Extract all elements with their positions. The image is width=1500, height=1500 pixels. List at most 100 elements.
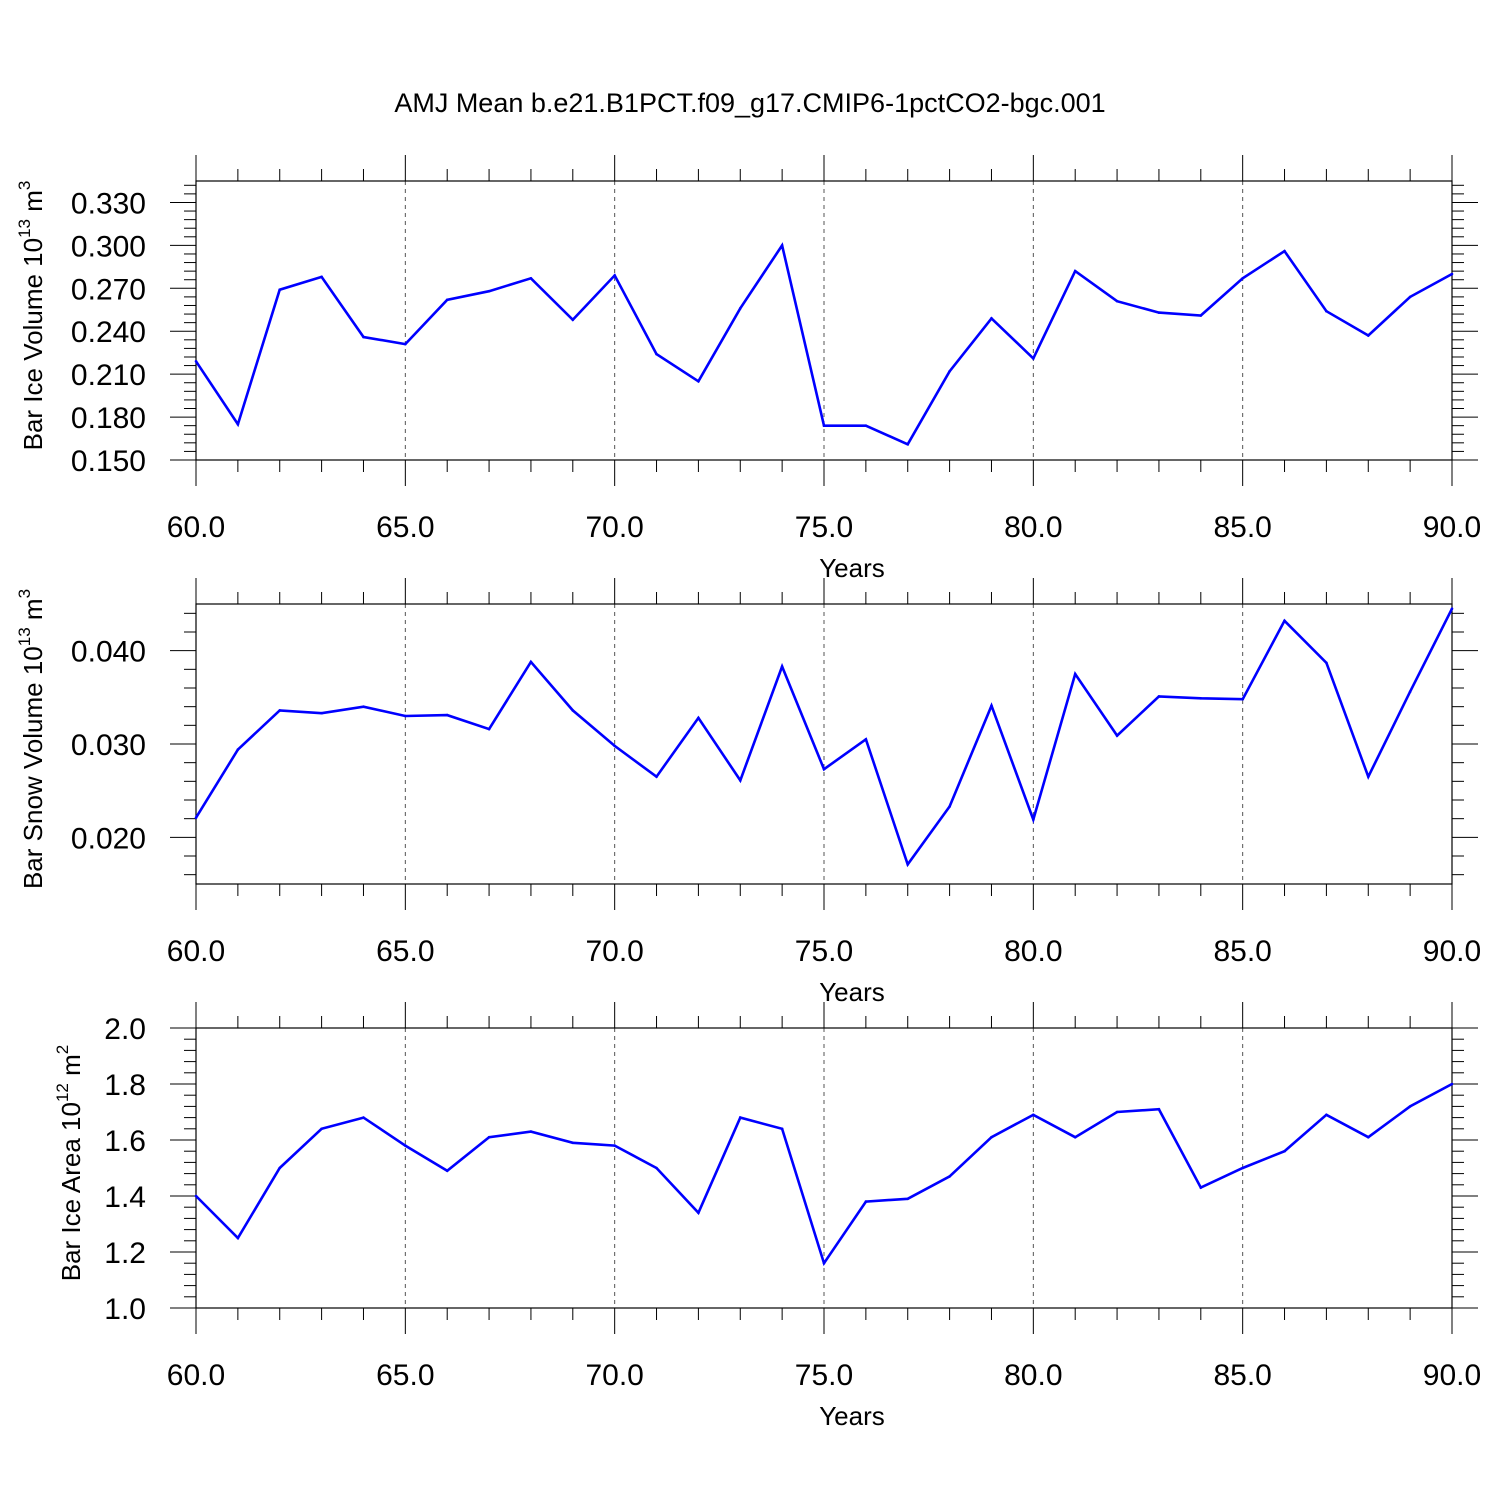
data-point [571,1141,575,1145]
data-point [822,1261,826,1265]
data-point [822,767,826,771]
data-point [864,424,868,427]
x-tick-label: 75.0 [795,511,853,544]
data-point [278,709,282,712]
data-point [1325,309,1328,313]
data-point [1157,1107,1161,1111]
data-point [236,422,240,426]
data-point [1408,295,1412,299]
x-tick-label: 70.0 [585,935,643,968]
data-point [697,380,700,383]
y-tick-label: 0.150 [71,445,146,478]
y-axis-label: Bar Snow Volume 1013 m3 [15,589,48,889]
y-tick-label: 0.270 [71,273,146,306]
y-tick-label: 0.180 [71,402,146,435]
data-point [1408,690,1412,694]
data-point [487,727,491,731]
page-title: AMJ Mean b.e21.B1PCT.f09_g17.CMIP6-1pctC… [394,88,1106,118]
data-point [906,442,910,446]
data-point [445,1169,449,1173]
data-point [571,709,575,712]
data-point [1073,672,1077,676]
data-point [1073,269,1077,273]
data-point [948,1175,951,1178]
data-point [613,1144,616,1147]
data-point [738,1116,742,1119]
x-tick-label: 65.0 [376,935,434,968]
x-axis-label: Years [819,1401,885,1431]
y-tick-label: 0.330 [71,187,146,220]
data-point [1450,607,1454,610]
data-point [1199,696,1203,700]
data-point [1032,1113,1035,1117]
y-tick-label: 2.0 [104,1013,146,1046]
x-axis-label: Years [819,977,885,1007]
y-tick-label: 1.4 [104,1181,146,1214]
data-point [320,1127,323,1131]
data-point [362,335,365,339]
data-point [278,288,282,292]
x-axis-label: Years [819,553,885,583]
x-tick-label: 80.0 [1004,511,1062,544]
x-tick-label: 80.0 [1004,1359,1062,1392]
data-point [1241,276,1244,280]
x-tick-label: 75.0 [795,935,853,968]
data-point [1032,818,1035,821]
data-point [1157,695,1161,698]
data-point [864,1200,868,1203]
data-point [1199,1186,1203,1189]
data-point [362,1116,365,1119]
data-point [1241,697,1244,701]
data-point [487,289,491,293]
x-tick-label: 90.0 [1423,935,1481,968]
data-point [780,1127,784,1131]
data-point [1073,1135,1077,1139]
x-tick-label: 80.0 [1004,935,1062,968]
x-tick-label: 70.0 [585,1359,643,1392]
data-point [529,660,533,664]
x-tick-label: 60.0 [167,935,225,968]
data-point [1283,1149,1286,1153]
y-tick-label: 0.020 [71,822,146,855]
y-axis-label: Bar Ice Volume 1013 m3 [15,181,48,451]
data-point [236,748,240,751]
data-point [236,1236,240,1240]
data-point [990,1135,993,1139]
data-point [948,369,951,373]
data-point [1032,357,1035,360]
data-point [990,317,993,320]
data-point [1115,299,1119,303]
data-point [1366,1135,1370,1139]
x-tick-label: 85.0 [1213,511,1271,544]
data-point [1115,1110,1119,1114]
y-tick-label: 0.240 [71,316,146,349]
data-point [822,424,826,427]
x-tick-label: 70.0 [585,511,643,544]
data-point [655,1166,658,1170]
x-tick-label: 90.0 [1423,511,1481,544]
data-point [1199,314,1203,317]
data-point [906,1197,910,1201]
data-point [655,775,658,778]
x-tick-label: 85.0 [1213,935,1271,968]
x-tick-label: 65.0 [376,1359,434,1392]
y-tick-label: 1.0 [104,1293,146,1326]
data-point [738,779,742,782]
data-point [1366,775,1370,778]
data-point [1283,249,1286,253]
data-point [655,352,658,356]
data-point [404,714,407,718]
data-point [404,1144,407,1147]
data-point [906,863,910,866]
data-point [948,805,951,808]
data-point [571,318,575,322]
x-tick-label: 85.0 [1213,1359,1271,1392]
data-point [278,1166,282,1170]
data-point [1450,272,1454,276]
data-point [1241,1166,1244,1170]
data-point [613,274,616,277]
data-point [697,1211,700,1215]
data-point [864,738,868,741]
data-point [1408,1105,1412,1108]
